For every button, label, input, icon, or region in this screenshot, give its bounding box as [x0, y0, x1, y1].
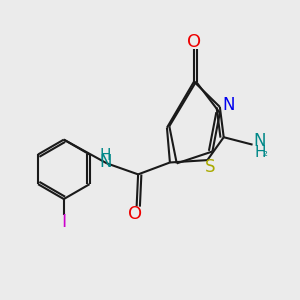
Text: O: O — [128, 205, 142, 223]
Text: S: S — [205, 158, 215, 175]
Text: ₂: ₂ — [263, 146, 268, 159]
Text: H: H — [100, 148, 111, 163]
Text: N: N — [222, 96, 234, 114]
Text: O: O — [187, 32, 201, 50]
Text: N: N — [99, 153, 112, 171]
Text: H: H — [254, 145, 266, 160]
Text: N: N — [254, 132, 266, 150]
Text: I: I — [61, 213, 66, 231]
